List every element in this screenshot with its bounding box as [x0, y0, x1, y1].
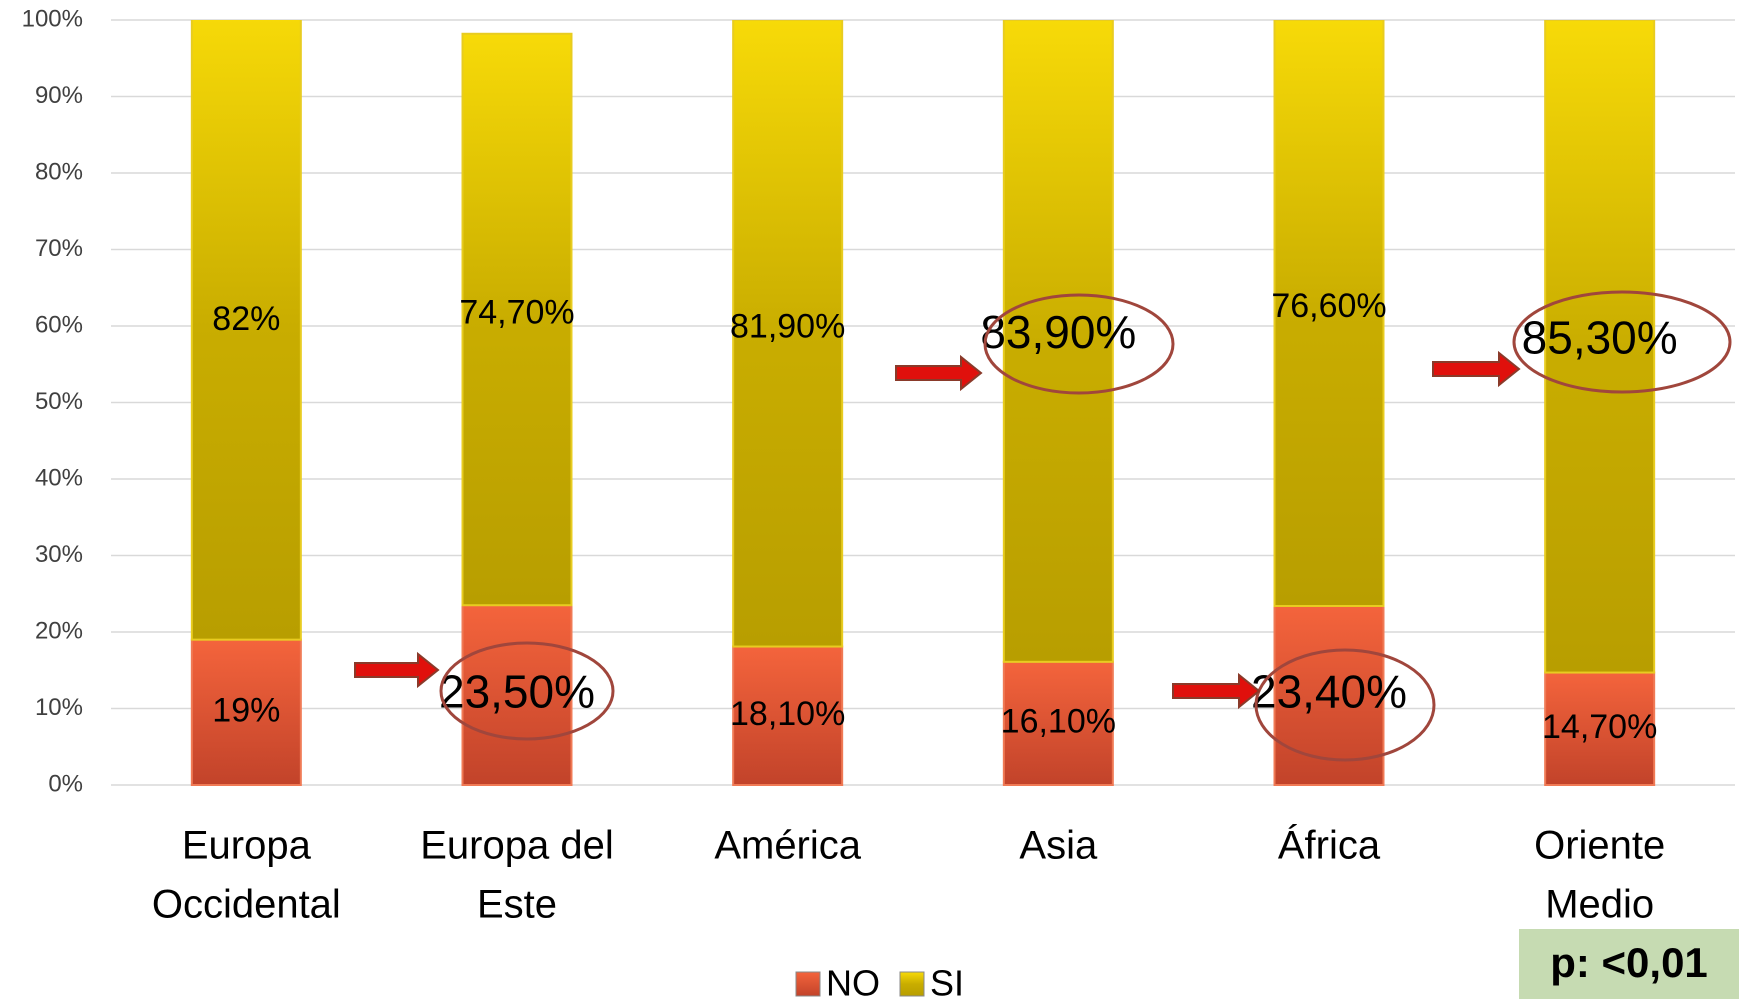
bar-segment [190, 20, 302, 641]
legend-swatch [795, 971, 821, 997]
y-tick-label: 0% [48, 770, 83, 797]
y-tick-label: 30% [35, 541, 83, 568]
annotation-box [1519, 929, 1739, 999]
bars [190, 20, 1656, 786]
bar-segment [1002, 660, 1114, 786]
legend-label: SI [930, 963, 964, 999]
bar-segment [1273, 20, 1385, 607]
data-label: 74,70% [459, 293, 574, 331]
bar-segment [461, 32, 573, 607]
data-label: 85,30% [1522, 311, 1678, 363]
legend-swatch [899, 971, 925, 997]
legend-label: NO [826, 963, 880, 999]
data-label: 76,60% [1271, 287, 1386, 325]
y-tick-label: 10% [35, 694, 83, 721]
highlight-ellipse [983, 293, 1175, 395]
highlights [439, 290, 1732, 762]
legend: NO SI [795, 963, 964, 999]
y-tick-label: 70% [35, 235, 83, 262]
x-tick-label: América [714, 824, 861, 868]
data-label: 14,70% [1542, 708, 1657, 746]
data-label: 16,10% [1001, 702, 1116, 740]
x-tick-label: Occidental [152, 883, 341, 927]
arrow [895, 354, 983, 392]
data-label: 83,90% [980, 306, 1136, 358]
arrow [354, 651, 440, 689]
x-tick-label: Medio [1545, 883, 1654, 927]
data-label: 23,50% [439, 665, 595, 717]
y-tick-label: 80% [35, 158, 83, 185]
y-tick-label: 60% [35, 311, 83, 338]
bar-segment [190, 638, 302, 786]
highlight-ellipse [1254, 648, 1436, 762]
x-tick-label: Asia [1019, 824, 1098, 868]
x-tick-label: Europa [182, 824, 312, 868]
data-label: 18,10% [730, 695, 845, 733]
data-label: 23,40% [1251, 666, 1407, 718]
y-tick-label: 100% [22, 5, 83, 32]
data-label: 19% [212, 691, 280, 729]
y-tick-label: 40% [35, 464, 83, 491]
bar-segment [1002, 20, 1114, 663]
x-tick-label: Este [477, 883, 557, 927]
arrow [1172, 672, 1261, 710]
y-tick-label: 20% [35, 617, 83, 644]
bar-segment [1273, 604, 1385, 786]
bar-segment [1544, 671, 1656, 786]
x-tick-label: África [1278, 823, 1381, 868]
x-tick-label: Oriente [1534, 824, 1665, 868]
grid: 0% 10% 20% 30% 40% 50% 60% 70% 80% 90% 100% [22, 5, 1735, 797]
y-tick-label: 90% [35, 82, 83, 109]
bar-segment [732, 20, 844, 648]
labels: Europa Occidental 19% 82% Europa del Este 23,5… [152, 287, 1678, 927]
highlight-ellipse [439, 641, 615, 741]
x-tick-label: Europa del [420, 824, 613, 868]
bar-segment [1544, 20, 1656, 674]
data-label: 82% [212, 300, 280, 338]
arrow [1432, 350, 1521, 388]
annotation: p: <0,01 [1550, 939, 1708, 986]
arrows [354, 350, 1521, 710]
data-label: 81,90% [730, 307, 845, 345]
highlight-ellipse [1512, 290, 1732, 394]
y-tick-label: 50% [35, 388, 83, 415]
